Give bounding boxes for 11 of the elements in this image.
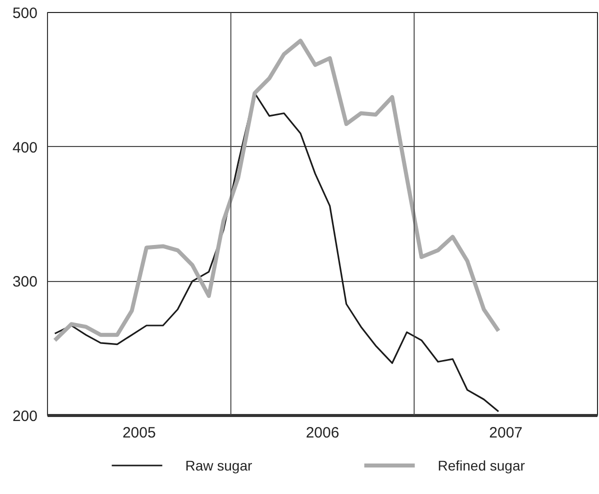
line-series	[52, 38, 500, 342]
y-tick-label: 300	[12, 274, 38, 291]
y-tick-label: 200	[12, 408, 38, 425]
line-series	[54, 92, 500, 412]
x-tick-label: 2005	[122, 424, 156, 442]
legend-label: Raw sugar	[185, 458, 252, 474]
x-tick-label: 2006	[306, 424, 340, 442]
y-tick-label: 500	[12, 5, 38, 22]
legend-label: Refined sugar	[438, 458, 526, 474]
x-tick-label: 2007	[489, 424, 523, 442]
y-tick-label: 400	[12, 139, 38, 156]
